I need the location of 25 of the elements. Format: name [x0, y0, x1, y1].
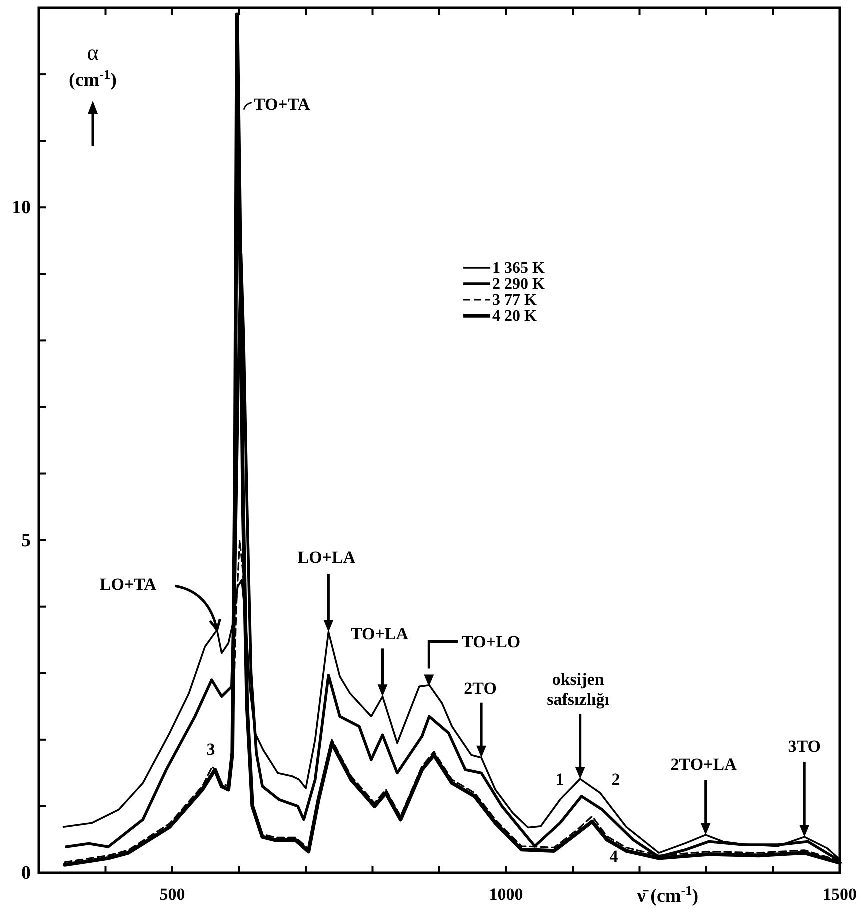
- x-tick-label: 1000: [489, 885, 524, 904]
- annotation: 1: [556, 770, 564, 789]
- x-tick-label: 500: [160, 885, 186, 904]
- legend-label: 1 365 K: [492, 260, 546, 277]
- y-tick-label: 5: [22, 530, 31, 552]
- y-tick-label: 0: [22, 863, 31, 884]
- y-tick-label: 10: [12, 198, 31, 219]
- annotation: LO+LA: [298, 548, 356, 568]
- annotation: 2TO: [464, 678, 497, 698]
- legend-label: 2 290 K: [492, 276, 546, 293]
- annotation: TO+LO: [462, 632, 521, 652]
- annotation: 2: [612, 770, 620, 789]
- y-axis-title: α (cm$^{-1}$): [69, 40, 117, 91]
- annotation: LO+TA: [100, 575, 158, 594]
- annotation: TO+TA: [254, 94, 311, 114]
- annotation: 3: [206, 740, 216, 759]
- annotation: 4: [610, 847, 619, 866]
- annotation: 2TO+LA: [670, 755, 738, 774]
- legend-label: 3 77 K: [492, 292, 538, 309]
- annotation: 3TO: [788, 737, 822, 756]
- x-tick-label: 1500: [823, 885, 857, 904]
- annotation: TO+LA: [350, 624, 410, 644]
- x-axis-title: ν̄ (cm$^{-1}$): [636, 882, 699, 907]
- legend-label: 4 20 K: [492, 308, 538, 325]
- annotation: oksijen safsızlığı: [547, 670, 610, 710]
